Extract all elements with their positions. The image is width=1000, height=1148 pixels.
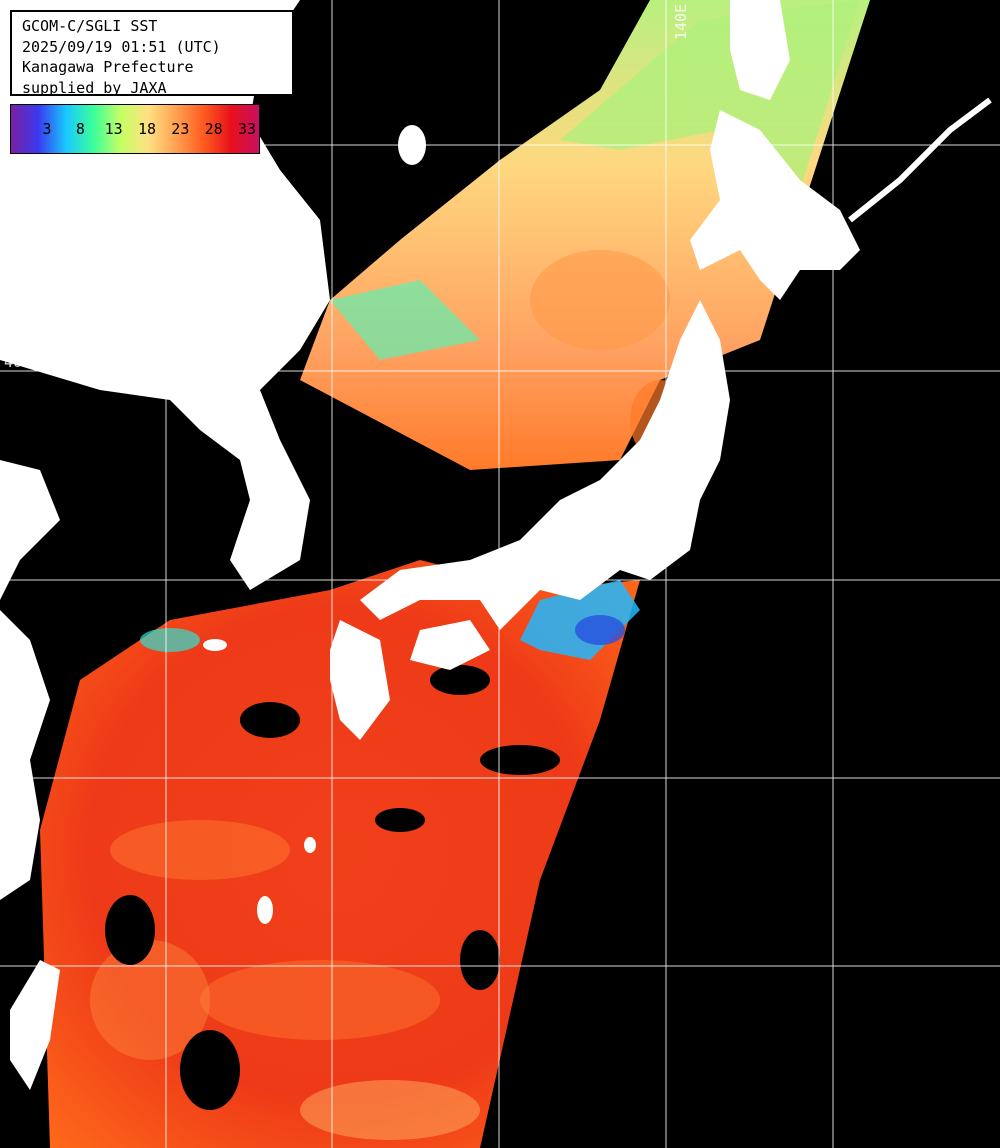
land-island [304,837,316,853]
colorbar-tick-label: 3 [42,120,52,138]
sst-hot-speckle [110,820,290,880]
grid-label-140e: 140E [672,4,690,40]
info-box: GCOM-C/SGLI SST 2025/09/19 01:51 (UTC) K… [10,10,294,97]
data-credit: supplied by JAXA [22,78,167,97]
sst-hot-speckle [90,940,210,1060]
colorbar-tick-label: 33 [237,120,257,138]
cloud-gap [460,930,500,990]
land-hokkaido [690,110,860,300]
sst-warm-patch [530,250,670,350]
cloud-gap [180,1030,240,1110]
colorbar-tick-label: 13 [104,120,123,138]
sst-cold-patch [140,628,200,652]
cloud-gap [480,745,560,775]
colorbar-ticks: 3 8 13 18 23 28 33 [11,120,259,140]
grid-label-40n: 40N [4,353,31,371]
sst-cold-patch [575,615,625,645]
land-shikoku [410,620,490,670]
land-island [203,639,227,651]
land-honshu [360,300,730,630]
map-title: GCOM-C/SGLI SST [22,17,158,35]
observation-datetime: 2025/09/19 01:51 (UTC) [22,37,221,56]
colorbar-tick-label: 18 [137,120,157,138]
sst-colorbar: 3 8 13 18 23 28 33 [10,104,260,154]
sst-hot-speckle [300,1080,480,1140]
land-sakhalin [730,0,790,100]
cloud-gap [430,665,490,695]
colorbar-tick-label: 23 [171,120,190,138]
cloud-gap [240,702,300,738]
region-name: Kanagawa Prefecture [22,58,194,76]
colorbar-tick-label: 28 [204,120,223,138]
grid-label-30n: 30N [4,760,31,778]
colorbar-tick-label: 8 [75,120,85,138]
land-island [257,896,273,924]
sst-swath-south [40,560,640,1148]
sst-cloud-fringe [330,280,480,360]
cloud-gap [105,895,155,965]
land-china-coast [0,460,60,900]
cloud-gap [375,808,425,832]
sst-hot-speckle [200,960,440,1040]
land-kyushu [330,620,390,740]
land-taiwan [10,960,60,1090]
land-kurils [848,97,992,223]
